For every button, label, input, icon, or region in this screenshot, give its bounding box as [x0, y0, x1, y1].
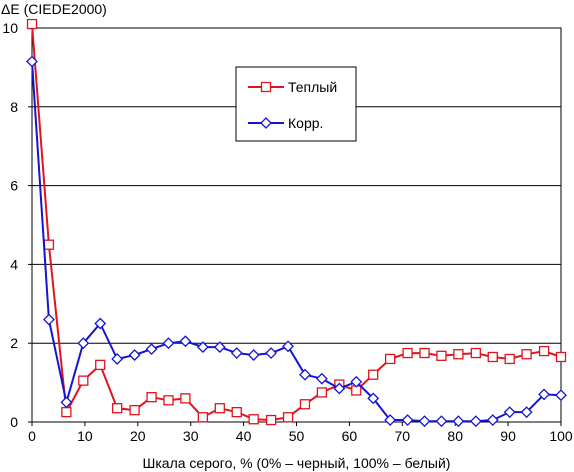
x-tick-label: 0 — [28, 428, 36, 444]
data-point — [538, 345, 550, 357]
data-point — [333, 382, 346, 395]
data-point — [384, 414, 397, 426]
data-point — [487, 351, 498, 363]
data-point — [265, 347, 278, 359]
data-point — [555, 389, 567, 402]
data-point — [282, 412, 294, 423]
data-point — [282, 340, 294, 353]
x-axis-title: Шкала серого, % (0% – черный, 100% – бел… — [143, 455, 451, 471]
data-point — [368, 369, 379, 380]
legend-entry-warm: Теплый — [248, 79, 337, 95]
data-point — [180, 393, 191, 404]
y-tick-label: 6 — [10, 178, 18, 194]
data-point — [77, 337, 90, 350]
legend-marker — [260, 117, 272, 129]
y-tick-label: 0 — [10, 414, 18, 430]
legend-marker — [260, 81, 272, 93]
data-point — [247, 349, 260, 361]
legend-label: Корр. — [288, 115, 323, 131]
data-point — [316, 387, 328, 398]
x-tick-label: 20 — [130, 428, 146, 444]
data-point — [128, 349, 141, 361]
data-point — [60, 396, 73, 409]
data-point — [214, 403, 225, 414]
data-point — [196, 341, 209, 354]
data-point — [26, 55, 38, 68]
x-tick-label: 30 — [183, 428, 199, 444]
data-point — [78, 375, 89, 386]
y-tick-label: 10 — [2, 20, 18, 36]
data-point — [555, 351, 567, 363]
legend-entry-corr: Корр. — [248, 115, 323, 131]
y-tick-label: 2 — [10, 335, 18, 351]
data-point — [43, 239, 55, 250]
data-point — [163, 395, 174, 406]
data-point — [418, 415, 431, 428]
data-point — [315, 372, 328, 385]
data-point — [61, 406, 72, 418]
series-layer — [26, 18, 567, 428]
x-tick-label: 40 — [236, 428, 252, 444]
data-point — [503, 406, 516, 419]
y-axis-title: ΔE (CIEDE2000) — [1, 1, 107, 17]
data-point — [213, 341, 226, 354]
data-point — [145, 343, 158, 356]
data-point — [248, 414, 259, 425]
data-point — [453, 349, 464, 360]
data-point — [43, 313, 55, 326]
data-point — [401, 414, 414, 426]
x-tick-label: 60 — [342, 428, 358, 444]
data-point — [521, 349, 532, 360]
data-point — [384, 353, 396, 365]
x-tick-label: 50 — [289, 428, 305, 444]
x-tick-label: 70 — [395, 428, 411, 444]
data-point — [350, 375, 363, 388]
data-point — [230, 347, 243, 359]
data-point — [436, 350, 447, 361]
data-point — [265, 414, 277, 426]
data-point — [299, 368, 311, 381]
data-point — [435, 415, 448, 428]
data-point — [367, 392, 380, 405]
legend-label: Теплый — [288, 79, 337, 95]
data-point — [504, 353, 515, 365]
data-point — [231, 406, 242, 418]
data-point — [470, 347, 481, 359]
data-point — [146, 392, 157, 403]
legend: Теплый Корр. — [235, 66, 357, 142]
data-point — [94, 317, 107, 330]
data-point — [469, 415, 482, 428]
y-tick-label: 4 — [10, 256, 18, 272]
data-point — [197, 412, 209, 423]
legend-box — [235, 66, 357, 142]
data-point — [538, 388, 550, 401]
data-point — [402, 347, 413, 359]
data-point — [111, 353, 124, 365]
series-corr — [26, 55, 567, 428]
data-point — [162, 337, 175, 350]
data-point — [179, 335, 192, 348]
data-point — [419, 347, 430, 359]
series-warm — [26, 18, 567, 426]
data-point — [129, 405, 140, 416]
x-tick-label: 80 — [447, 428, 463, 444]
x-tick-label: 10 — [77, 428, 93, 444]
data-point — [520, 406, 533, 419]
data-point — [95, 359, 106, 371]
data-point — [26, 18, 38, 30]
data-point — [299, 399, 311, 410]
y-tick-label: 8 — [10, 99, 18, 115]
x-tick-label: 90 — [500, 428, 516, 444]
data-point — [486, 414, 499, 426]
x-tick-label: 100 — [549, 428, 573, 444]
data-point — [112, 403, 123, 414]
data-point — [452, 415, 465, 428]
